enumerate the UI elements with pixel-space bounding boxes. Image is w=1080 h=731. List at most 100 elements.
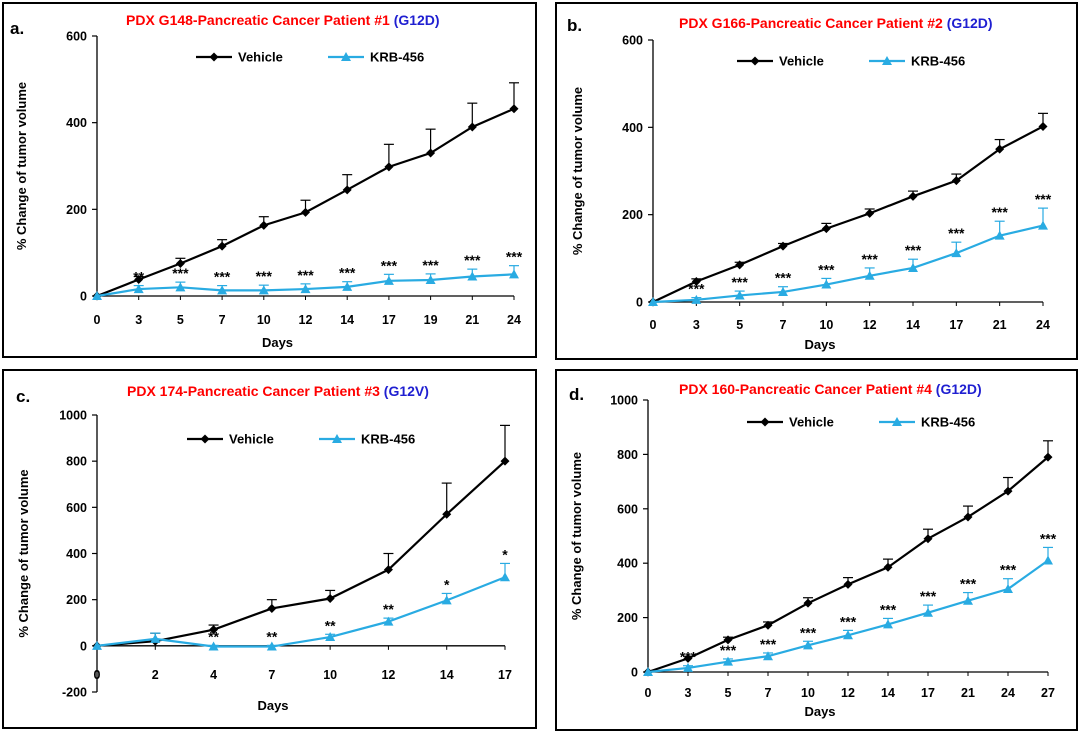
data-point xyxy=(683,662,693,672)
data-point xyxy=(691,294,702,304)
legend-label: KRB-456 xyxy=(911,54,965,69)
y-tick-label: 400 xyxy=(617,557,638,571)
chart-c-plot: c. PDX 174-Pancreatic Cancer Patient #3 (… xyxy=(16,383,512,713)
significance-label: ** xyxy=(383,601,394,617)
legend-marker xyxy=(341,52,351,61)
significance-label: *** xyxy=(840,613,857,629)
data-point xyxy=(150,633,161,643)
data-point xyxy=(500,456,510,466)
x-tick-label: 24 xyxy=(507,313,521,327)
y-tick-label: 200 xyxy=(617,611,638,625)
chart-title: PDX 174-Pancreatic Cancer Patient #3 (G1… xyxy=(127,383,429,399)
chart-panel-a: a. PDX G148-Pancreatic Cancer Patient #1 … xyxy=(2,2,537,358)
x-axis-label: Days xyxy=(262,335,293,350)
x-tick-label: 21 xyxy=(465,313,479,327)
y-axis-label: % Change of tumor volume xyxy=(14,82,29,250)
data-point xyxy=(648,297,658,306)
y-tick-label: 0 xyxy=(80,290,87,304)
significance-label: *** xyxy=(905,242,922,258)
y-axis-label: % Change of tumor volume xyxy=(16,469,31,637)
x-tick-label: 14 xyxy=(906,318,920,332)
legend-marker xyxy=(332,434,342,443)
data-point xyxy=(383,275,394,285)
y-tick-label: 400 xyxy=(66,116,87,130)
data-point xyxy=(258,285,269,295)
significance-label: *** xyxy=(214,269,231,285)
data-point xyxy=(425,274,436,284)
chart-d-plot: d. PDX 160-Pancreatic Cancer Patient #4 (… xyxy=(569,381,1057,719)
data-point xyxy=(951,176,961,186)
x-tick-label: 0 xyxy=(650,318,657,332)
series-line-vehicle xyxy=(96,460,506,647)
data-point xyxy=(267,603,277,613)
significance-label: *** xyxy=(861,251,878,267)
data-point xyxy=(1043,555,1053,565)
data-point xyxy=(301,207,310,217)
significance-label: *** xyxy=(688,281,705,297)
data-point xyxy=(691,276,701,286)
x-tick-label: 7 xyxy=(780,318,787,332)
significance-label: *** xyxy=(960,576,977,592)
data-point xyxy=(259,220,269,230)
x-tick-label: 17 xyxy=(382,313,396,327)
x-tick-label: 12 xyxy=(841,686,855,700)
data-point xyxy=(778,241,788,251)
data-point xyxy=(342,281,353,291)
chart-title: PDX G148-Pancreatic Cancer Patient #1 (G… xyxy=(126,12,440,28)
x-tick-label: 7 xyxy=(268,668,275,682)
x-tick-label: 19 xyxy=(424,313,438,327)
chart-title-text: PDX G166-Pancreatic Cancer Patient #2 xyxy=(679,15,947,31)
legend-label: Vehicle xyxy=(779,54,824,69)
x-tick-label: 14 xyxy=(440,668,454,682)
data-point xyxy=(763,620,773,630)
data-point xyxy=(133,284,144,294)
data-point xyxy=(843,630,853,640)
data-point xyxy=(821,279,832,289)
x-tick-label: 3 xyxy=(685,686,692,700)
data-point xyxy=(803,640,813,650)
data-point xyxy=(734,290,745,300)
x-tick-label: 17 xyxy=(921,686,935,700)
data-point xyxy=(509,104,519,114)
x-axis-label: Days xyxy=(804,337,835,352)
significance-label: * xyxy=(502,546,508,562)
series-line-vehicle xyxy=(652,125,1044,303)
x-tick-label: 3 xyxy=(135,313,142,327)
x-tick-label: 14 xyxy=(881,686,895,700)
x-tick-label: 12 xyxy=(299,313,313,327)
data-point xyxy=(509,269,519,279)
x-axis-label: Days xyxy=(804,704,835,719)
x-tick-label: 14 xyxy=(340,313,354,327)
data-point xyxy=(865,208,875,218)
significance-label: *** xyxy=(297,267,314,283)
y-tick-label: 0 xyxy=(636,296,643,310)
data-point xyxy=(1038,220,1048,230)
significance-label: *** xyxy=(506,249,523,265)
y-tick-label: 400 xyxy=(66,547,87,561)
chart-mutation-label: (G12D) xyxy=(947,15,993,31)
data-point xyxy=(723,635,733,645)
y-tick-label: 0 xyxy=(80,639,87,653)
significance-label: *** xyxy=(464,252,481,268)
legend-label: KRB-456 xyxy=(921,415,975,430)
data-point xyxy=(883,562,893,572)
data-point xyxy=(500,572,510,582)
data-point xyxy=(384,162,394,172)
data-point xyxy=(994,230,1005,240)
x-tick-label: 0 xyxy=(94,313,101,327)
data-point xyxy=(963,512,973,522)
significance-label: *** xyxy=(381,257,398,273)
data-point xyxy=(843,579,853,589)
y-tick-label: 0 xyxy=(631,666,638,680)
data-point xyxy=(803,598,813,608)
panel-label: c. xyxy=(16,387,30,406)
legend-marker xyxy=(760,417,770,427)
data-point xyxy=(92,640,102,650)
data-point xyxy=(864,270,875,280)
chart-title: PDX 160-Pancreatic Cancer Patient #4 (G1… xyxy=(679,381,982,397)
data-point xyxy=(1038,121,1048,131)
data-point xyxy=(1003,486,1013,496)
y-tick-label: 600 xyxy=(66,30,87,44)
significance-label: *** xyxy=(422,257,439,273)
data-point xyxy=(821,224,831,234)
